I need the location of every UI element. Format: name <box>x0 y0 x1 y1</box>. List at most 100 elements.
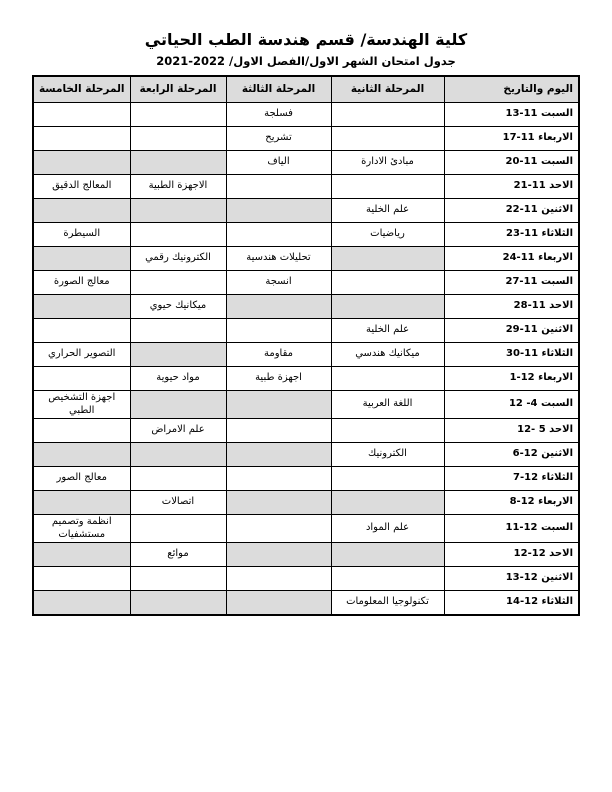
cell-date: الثلاثاء 11-23 <box>443 222 580 247</box>
cell-stage2: علم المواد <box>330 514 445 543</box>
cell-stage5 <box>32 442 131 467</box>
cell-stage2 <box>330 490 445 515</box>
document-title: كلية الهندسة/ قسم هندسة الطب الحياتي <box>144 30 468 49</box>
cell-stage5 <box>32 418 131 443</box>
cell-date: الاحد 11-28 <box>443 294 580 319</box>
table-row: الثلاثاء 12-14 تكنولوجيا المعلومات <box>32 590 580 616</box>
cell-date: الاربعاء 12-1 <box>443 366 580 391</box>
cell-date: السبت 11-20 <box>443 150 580 175</box>
cell-stage3: الياف <box>225 150 332 175</box>
cell-stage4: علم الامراض <box>129 418 227 443</box>
cell-stage2 <box>330 466 445 491</box>
cell-stage3: اجهزة طبية <box>225 366 332 391</box>
cell-stage3: انسجة <box>225 270 332 295</box>
table-row: السبت 4- 12 اللغة العربية اجهزة التشخيص ال… <box>32 390 580 419</box>
cell-stage3 <box>225 418 332 443</box>
table-row: السبت 11-13 فسلجة <box>32 102 580 127</box>
cell-date: الاحد 12-12 <box>443 542 580 567</box>
cell-stage5: المعالج الدقيق <box>32 174 131 199</box>
cell-stage4: الكترونيك رقمي <box>129 246 227 271</box>
cell-stage5: السيطرة <box>32 222 131 247</box>
cell-stage2: علم الخلية <box>330 198 445 223</box>
cell-stage5: انظمة وتصميم مستشفيات <box>32 514 131 543</box>
cell-stage3 <box>225 318 332 343</box>
cell-stage4 <box>129 466 227 491</box>
cell-stage2: تكنولوجيا المعلومات <box>330 590 445 616</box>
header-stage-3: المرحلة الثالثة <box>225 75 332 103</box>
cell-stage3 <box>225 542 332 567</box>
cell-date: الاحد 11-21 <box>443 174 580 199</box>
cell-stage2: رياضيات <box>330 222 445 247</box>
table-row: الاثنين 11-22 علم الخلية <box>32 198 580 223</box>
cell-stage5 <box>32 566 131 591</box>
cell-stage5 <box>32 490 131 515</box>
cell-stage2 <box>330 366 445 391</box>
cell-stage2: علم الخلية <box>330 318 445 343</box>
cell-stage4: مواد حيوية <box>129 366 227 391</box>
cell-date: السبت 11-13 <box>443 102 580 127</box>
cell-date: الثلاثاء 11-30 <box>443 342 580 367</box>
cell-stage5 <box>32 198 131 223</box>
cell-stage5: التصوير الحراري <box>32 342 131 367</box>
cell-stage4 <box>129 590 227 616</box>
cell-date: الثلاثاء 12-14 <box>443 590 580 616</box>
cell-date: الاربعاء 11-17 <box>443 126 580 151</box>
cell-stage3 <box>225 174 332 199</box>
cell-date: السبت 4- 12 <box>443 390 580 419</box>
cell-stage2 <box>330 246 445 271</box>
cell-date: الاثنين 11-22 <box>443 198 580 223</box>
table-row: السبت 12-11 علم المواد انظمة وتصميم مستشفي… <box>32 514 580 543</box>
cell-stage4: الاجهزة الطبية <box>129 174 227 199</box>
cell-stage5 <box>32 590 131 616</box>
table-row: الاربعاء 12-1 اجهزة طبية مواد حيوية <box>32 366 580 391</box>
cell-stage4 <box>129 126 227 151</box>
cell-stage3: تحليلات هندسية <box>225 246 332 271</box>
table-row: الاحد 11-28 ميكانيك حيوي <box>32 294 580 319</box>
cell-stage4 <box>129 270 227 295</box>
cell-stage5 <box>32 318 131 343</box>
cell-stage3 <box>225 222 332 247</box>
cell-stage3: فسلجة <box>225 102 332 127</box>
cell-stage4 <box>129 390 227 419</box>
table-row: الاربعاء 11-24 تحليلات هندسية الكترونيك رق… <box>32 246 580 271</box>
cell-date: الاحد 5 -12 <box>443 418 580 443</box>
cell-stage3 <box>225 442 332 467</box>
table-row: الاحد 5 -12 علم الامراض <box>32 418 580 443</box>
cell-stage2: ميكانيك هندسي <box>330 342 445 367</box>
cell-stage5 <box>32 150 131 175</box>
header-stage-2: المرحلة الثانية <box>330 75 445 103</box>
table-row: الثلاثاء 11-23 رياضيات السيطرة <box>32 222 580 247</box>
cell-stage5: اجهزة التشخيص الطبي <box>32 390 131 419</box>
cell-date: الاثنين 11-29 <box>443 318 580 343</box>
cell-stage2 <box>330 542 445 567</box>
cell-stage4: موائع <box>129 542 227 567</box>
cell-stage4 <box>129 150 227 175</box>
cell-stage3 <box>225 590 332 616</box>
cell-date: الاربعاء 12-8 <box>443 490 580 515</box>
table-row: الاربعاء 12-8 اتصالات <box>32 490 580 515</box>
cell-stage2: الكترونيك <box>330 442 445 467</box>
cell-date: السبت 11-27 <box>443 270 580 295</box>
cell-stage3 <box>225 514 332 543</box>
table-row: الاثنين 12-13 <box>32 566 580 591</box>
cell-stage3: مقاومة <box>225 342 332 367</box>
cell-stage4: ميكانيك حيوي <box>129 294 227 319</box>
cell-stage4 <box>129 514 227 543</box>
table-body: السبت 11-13 فسلجة الاربعاء 11-17 تشريح السبت… <box>32 102 580 616</box>
cell-stage4 <box>129 442 227 467</box>
cell-stage2: اللغة العربية <box>330 390 445 419</box>
table-row: الثلاثاء 11-30 ميكانيك هندسي مقاومة التصوير… <box>32 342 580 367</box>
cell-stage5 <box>32 294 131 319</box>
cell-stage3 <box>225 466 332 491</box>
cell-stage3 <box>225 294 332 319</box>
cell-stage2 <box>330 566 445 591</box>
cell-stage4: اتصالات <box>129 490 227 515</box>
table-row: الاربعاء 11-17 تشريح <box>32 126 580 151</box>
cell-stage2 <box>330 102 445 127</box>
cell-stage5 <box>32 126 131 151</box>
cell-stage2 <box>330 270 445 295</box>
cell-stage5: معالج الصورة <box>32 270 131 295</box>
cell-stage4 <box>129 198 227 223</box>
header-day-and-date: اليوم والتاريخ <box>443 75 580 103</box>
